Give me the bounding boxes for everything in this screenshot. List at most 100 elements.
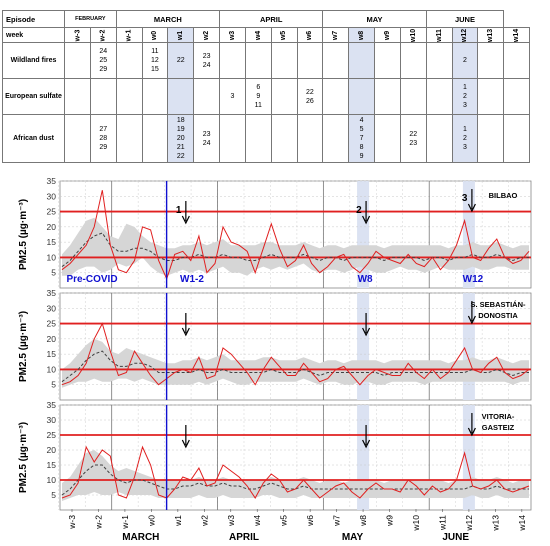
highlight-week-band	[462, 293, 475, 400]
episode-days-cell	[425, 42, 453, 79]
station-label: GASTEIZ	[482, 423, 515, 432]
series-2020-line	[61, 322, 530, 386]
y-axis-label: PM2.5 (µg·m⁻³)	[18, 311, 29, 382]
y-tick-label: 30	[47, 415, 57, 425]
episode-days-cell	[399, 78, 427, 115]
y-tick-label: 30	[47, 303, 57, 313]
x-tick-label: w12	[464, 515, 474, 532]
mean-line	[61, 232, 529, 267]
x-tick-label: w0	[146, 515, 156, 527]
arrow-head	[467, 315, 476, 325]
y-tick-label: 10	[47, 252, 57, 262]
x-tick-label: w11	[437, 515, 447, 531]
y-tick-label: 35	[47, 176, 57, 186]
variability-band	[62, 338, 529, 388]
week-header-cell: w14	[503, 27, 531, 43]
episode-days-cell: 3	[219, 78, 246, 115]
y-tick-label: 25	[47, 207, 57, 217]
episode-days-cell	[348, 42, 375, 79]
y-tick-label: 25	[47, 430, 57, 440]
y-tick-label: 5	[51, 490, 56, 500]
x-tick-label: w1	[173, 515, 183, 527]
episode-days-cell: 18 19 20 21 22	[167, 114, 195, 163]
episode-days-cell	[348, 78, 375, 115]
arrow-number-label: 2	[356, 205, 362, 216]
station-label: S. SEBASTIÁN-	[470, 300, 526, 309]
station-label: BILBAO	[489, 191, 518, 200]
phase-label-w8: W8	[358, 274, 373, 285]
week-header-cell: w10	[399, 27, 427, 43]
y-tick-label: 35	[47, 400, 57, 410]
episode-label: European sulfate	[2, 78, 65, 115]
episode-days-cell: 22 23	[399, 114, 427, 163]
phase-label-w1-2: W1-2	[180, 274, 204, 285]
mean-line	[61, 464, 529, 496]
x-tick-label: w13	[490, 515, 500, 532]
x-tick-label: w5	[279, 515, 289, 527]
episode-days-cell	[64, 78, 91, 115]
episode-days-cell	[244, 114, 272, 163]
episode-table: Episode FEBRUARY MARCH APRIL MAY JUNE week w-3 w…	[2, 10, 531, 163]
episode-row: Wildland fires 24 25 29 11 12 15 22 23 24 2	[2, 42, 531, 79]
y-tick-label: 5	[51, 268, 56, 278]
episode-days-cell	[244, 42, 272, 79]
episode-days-cell	[477, 78, 505, 115]
y-tick-label: 15	[47, 460, 57, 470]
plot-frame	[59, 292, 532, 401]
episode-days-cell	[374, 78, 401, 115]
series-2020-line	[61, 445, 530, 499]
arrow-head	[467, 203, 476, 213]
arrow-head	[362, 215, 371, 225]
week-header-cell: w13	[477, 27, 505, 43]
episode-days-cell	[89, 78, 117, 115]
x-tick-label: w14	[517, 515, 527, 532]
y-tick-label: 5	[51, 380, 56, 390]
episode-days-cell	[193, 78, 221, 115]
episode-days-cell: 6 9 11	[244, 78, 272, 115]
y-tick-label: 20	[47, 445, 57, 455]
x-tick-label: w2	[199, 515, 209, 527]
x-tick-label: w-3	[67, 515, 77, 530]
y-tick-label: 10	[47, 364, 57, 374]
y-tick-label: 25	[47, 319, 57, 329]
y-axis-label: PM2.5 (µg·m⁻³)	[18, 199, 29, 270]
episode-days-cell	[503, 114, 531, 163]
series-2020-line	[61, 190, 530, 281]
x-tick-label: w6	[305, 515, 315, 527]
episode-days-cell	[270, 42, 298, 79]
episode-days-cell	[322, 78, 350, 115]
x-tick-label: w-2	[93, 515, 103, 530]
x-month-label: JUNE	[442, 532, 469, 543]
episode-days-cell	[477, 114, 505, 163]
arrow-head	[181, 439, 190, 449]
episode-days-cell	[374, 114, 401, 163]
arrow-head	[181, 215, 190, 225]
arrow-head	[362, 439, 371, 449]
arrow-head	[181, 327, 190, 337]
x-tick-label: w10	[411, 515, 421, 532]
y-tick-label: 15	[47, 237, 57, 247]
episode-days-cell: 11 12 15	[141, 42, 169, 79]
x-month-label: MAY	[342, 532, 364, 543]
arrow-head	[362, 327, 371, 337]
episode-days-cell	[322, 42, 350, 79]
chart-panel-bilbao: 5 10 15 20 25 30 35 BILBAO PM2.5 (µg·m⁻³) 1 2 3 Pre-…	[18, 176, 532, 289]
episode-days-cell: 22	[167, 42, 195, 79]
x-tick-label: w-1	[120, 515, 130, 530]
x-month-label: APRIL	[229, 532, 259, 543]
x-tick-label: w3	[226, 515, 236, 527]
station-label: DONOSTIA	[478, 311, 518, 320]
y-tick-label: 35	[47, 288, 57, 298]
x-month-label: MARCH	[122, 532, 159, 543]
x-tick-label: w7	[332, 515, 342, 527]
chart-panel-vitoria: 5 10 15 20 25 30 35 VITORIA- GASTEIZ PM2.5 (µg·m⁻…	[18, 400, 532, 511]
y-tick-label: 20	[47, 334, 57, 344]
arrow-head	[467, 427, 476, 437]
y-tick-label: 30	[47, 191, 57, 201]
week-header-cell: w12	[451, 27, 479, 43]
episode-days-cell	[167, 78, 195, 115]
y-tick-label: 10	[47, 475, 57, 485]
